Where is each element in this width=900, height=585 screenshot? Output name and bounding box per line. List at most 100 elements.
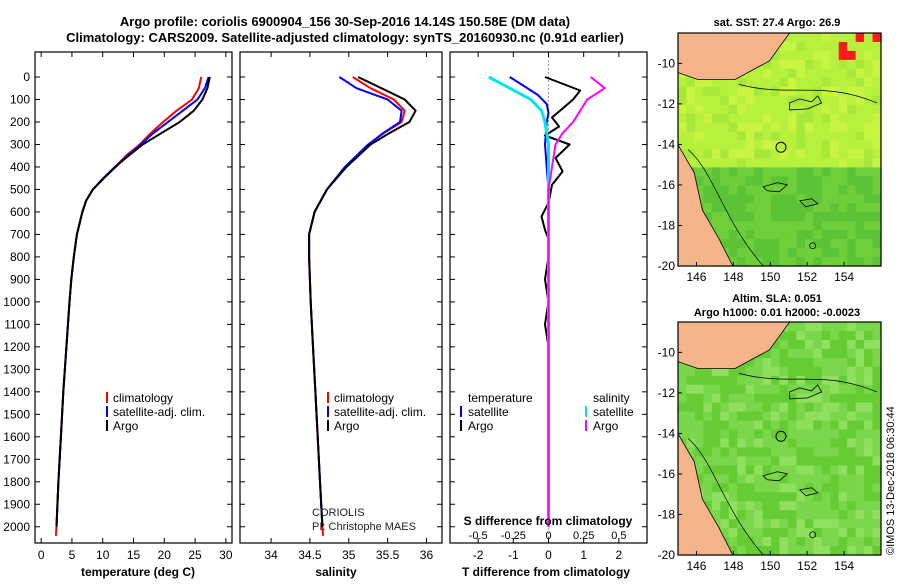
map-cell [830, 330, 840, 341]
map-cell [830, 50, 840, 61]
float-position-marker [775, 141, 787, 153]
map-cell [864, 528, 874, 538]
map-cell [711, 393, 721, 404]
map-cell [796, 546, 806, 556]
map-cell [830, 149, 840, 160]
map-cell [678, 122, 688, 133]
map-cell [864, 322, 874, 332]
map-cell [813, 68, 823, 79]
map-cell [847, 501, 857, 511]
map-cell [754, 384, 764, 395]
map-cell [711, 140, 721, 151]
map-cell [728, 221, 738, 231]
map-cell [830, 519, 840, 529]
map-cell [847, 203, 857, 213]
temperature-xlabel: temperature (deg C) [81, 565, 195, 579]
map-cell [847, 483, 857, 493]
map-cell [855, 95, 865, 106]
map-cell [787, 33, 798, 43]
map-cell [787, 176, 798, 186]
map-cell [771, 230, 781, 240]
map-cell [762, 77, 772, 88]
map-cell [838, 122, 848, 133]
map-cell [703, 86, 713, 97]
map-cell [728, 474, 738, 484]
map-cell [830, 438, 840, 449]
map-cell [796, 41, 806, 52]
map-cell [855, 501, 865, 511]
map-cell [804, 492, 814, 502]
map-cell [855, 537, 865, 547]
map-cell [779, 248, 789, 258]
map-cell [762, 348, 772, 359]
map-cell [855, 546, 865, 556]
map-cell [804, 438, 814, 449]
map-cell [838, 357, 848, 368]
map-cell [830, 176, 840, 186]
map-cell [728, 122, 738, 133]
map-cell [787, 465, 798, 475]
map-cell [754, 185, 764, 195]
map-cell [779, 348, 789, 359]
map-cell [711, 167, 721, 177]
map-cell [737, 122, 747, 133]
map-cell [762, 546, 772, 556]
map-cell [728, 537, 738, 547]
map-cell [694, 375, 704, 386]
map-cell [754, 438, 764, 449]
map-cell [762, 104, 772, 115]
float-position-marker [775, 430, 787, 442]
map-cell [830, 492, 840, 502]
map-cell [864, 50, 874, 61]
map-cell [838, 257, 848, 267]
map-cell [847, 366, 857, 377]
map-cell [804, 375, 814, 386]
map-cell [872, 447, 882, 458]
map-cell [787, 131, 798, 142]
map-cell [796, 474, 806, 484]
map-cell [720, 519, 730, 529]
map-cell [779, 411, 789, 422]
map-cell [754, 456, 764, 466]
map-cell [838, 68, 848, 79]
map-cell [771, 203, 781, 213]
map-cell [737, 465, 747, 475]
map-cell [737, 492, 747, 502]
map-cell [804, 239, 814, 249]
map-cell [771, 447, 781, 458]
map-cell [779, 375, 789, 386]
map-cell [711, 212, 721, 222]
map-cell [754, 402, 764, 413]
map-cell [694, 411, 704, 422]
map-cell [804, 104, 814, 115]
map-cell [813, 33, 823, 43]
map-cell [787, 68, 798, 79]
map-cell [821, 33, 831, 43]
map-cell [762, 212, 772, 222]
map-cell [804, 257, 814, 267]
map-cell [754, 546, 764, 556]
depth-tick-label: 400 [10, 160, 30, 174]
map-cell [821, 104, 831, 115]
s-diff-tick-label: -0.25 [501, 530, 526, 542]
map-cell [779, 203, 789, 213]
map-cell [754, 474, 764, 484]
map-cell [745, 528, 755, 538]
map-cell [686, 131, 696, 142]
map-cell [762, 203, 772, 213]
map-cell [855, 375, 865, 386]
map-cell [703, 375, 713, 386]
map-cell [813, 465, 823, 475]
map-cell [678, 384, 688, 395]
map-cell [678, 95, 688, 106]
header-line1: Argo profile: coriolis 6900904_156 30-Se… [120, 14, 570, 29]
map-cell [796, 402, 806, 413]
map-cell [728, 95, 738, 106]
map-cell [711, 429, 721, 440]
map-cell [830, 474, 840, 484]
map-cell [838, 465, 848, 475]
map-cell [737, 375, 747, 386]
map-cell [821, 411, 831, 422]
map-cell [787, 140, 798, 151]
map-cell [779, 492, 789, 502]
